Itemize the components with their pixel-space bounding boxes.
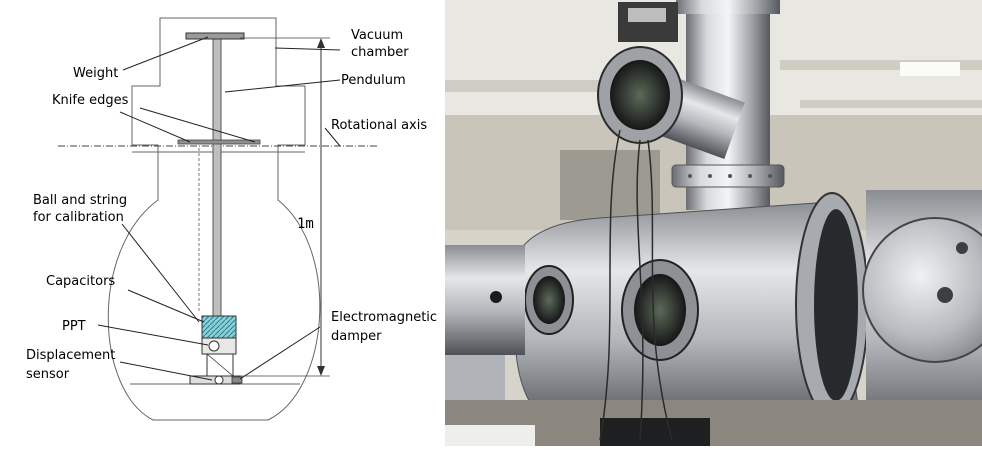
label-damper-2: damper <box>331 329 382 344</box>
label-displacement-2: sensor <box>26 367 70 382</box>
label-rotational-axis: Rotational axis <box>331 118 427 133</box>
label-length: 1m <box>297 216 314 232</box>
damper-magnet <box>231 376 243 384</box>
leader-lines <box>97 36 341 381</box>
weight-plate <box>185 32 245 40</box>
label-damper-1: Electromagnetic <box>331 310 437 325</box>
ppt-thruster <box>208 340 220 352</box>
right-disk-port <box>956 242 968 254</box>
label-ppt: PPT <box>62 319 86 334</box>
support-brace <box>206 353 234 377</box>
capacitors-box <box>201 315 237 339</box>
label-displacement-1: Displacement <box>26 348 115 363</box>
ceiling-beams <box>445 60 982 108</box>
ceiling-light <box>900 62 960 76</box>
shelf-equipment <box>560 150 660 220</box>
white-panel <box>445 425 535 446</box>
right-disk-hub <box>937 287 953 303</box>
left-side-tube <box>445 245 525 355</box>
upper-port-window <box>610 60 670 130</box>
label-ball-string-2: for calibration <box>33 210 124 225</box>
knob <box>490 291 502 303</box>
flange-bolts <box>688 174 772 178</box>
top-cylinder-cap <box>676 0 780 14</box>
label-pendulum: Pendulum <box>341 73 406 88</box>
knife-edge-bar <box>177 139 261 145</box>
label-ball-string-1: Ball and string <box>33 193 127 208</box>
label-knife-edges: Knife edges <box>52 93 129 108</box>
displacement-sensor <box>214 375 224 385</box>
apparatus-photo <box>445 0 982 446</box>
label-capacitors: Capacitors <box>46 274 115 289</box>
right-chamber-disk <box>862 217 982 363</box>
front-port-1-window <box>533 276 565 324</box>
pendulum-rod <box>212 37 222 319</box>
dimension-arrow-down <box>317 366 325 376</box>
vacuum-chamber-outline <box>107 17 321 421</box>
front-port-2-window <box>634 274 686 346</box>
top-instrument-label <box>628 8 666 22</box>
label-vacuum-chamber-2: chamber <box>351 45 409 60</box>
cables <box>599 129 673 441</box>
label-vacuum-chamber-1: Vacuum <box>351 28 403 43</box>
control-box <box>600 418 710 446</box>
schematic-diagram: Vacuum chamber Weight Pendulum Knife edg… <box>26 17 437 421</box>
label-weight: Weight <box>73 66 118 81</box>
dimension-arrow-up <box>317 38 325 48</box>
main-chamber-opening <box>814 209 858 401</box>
